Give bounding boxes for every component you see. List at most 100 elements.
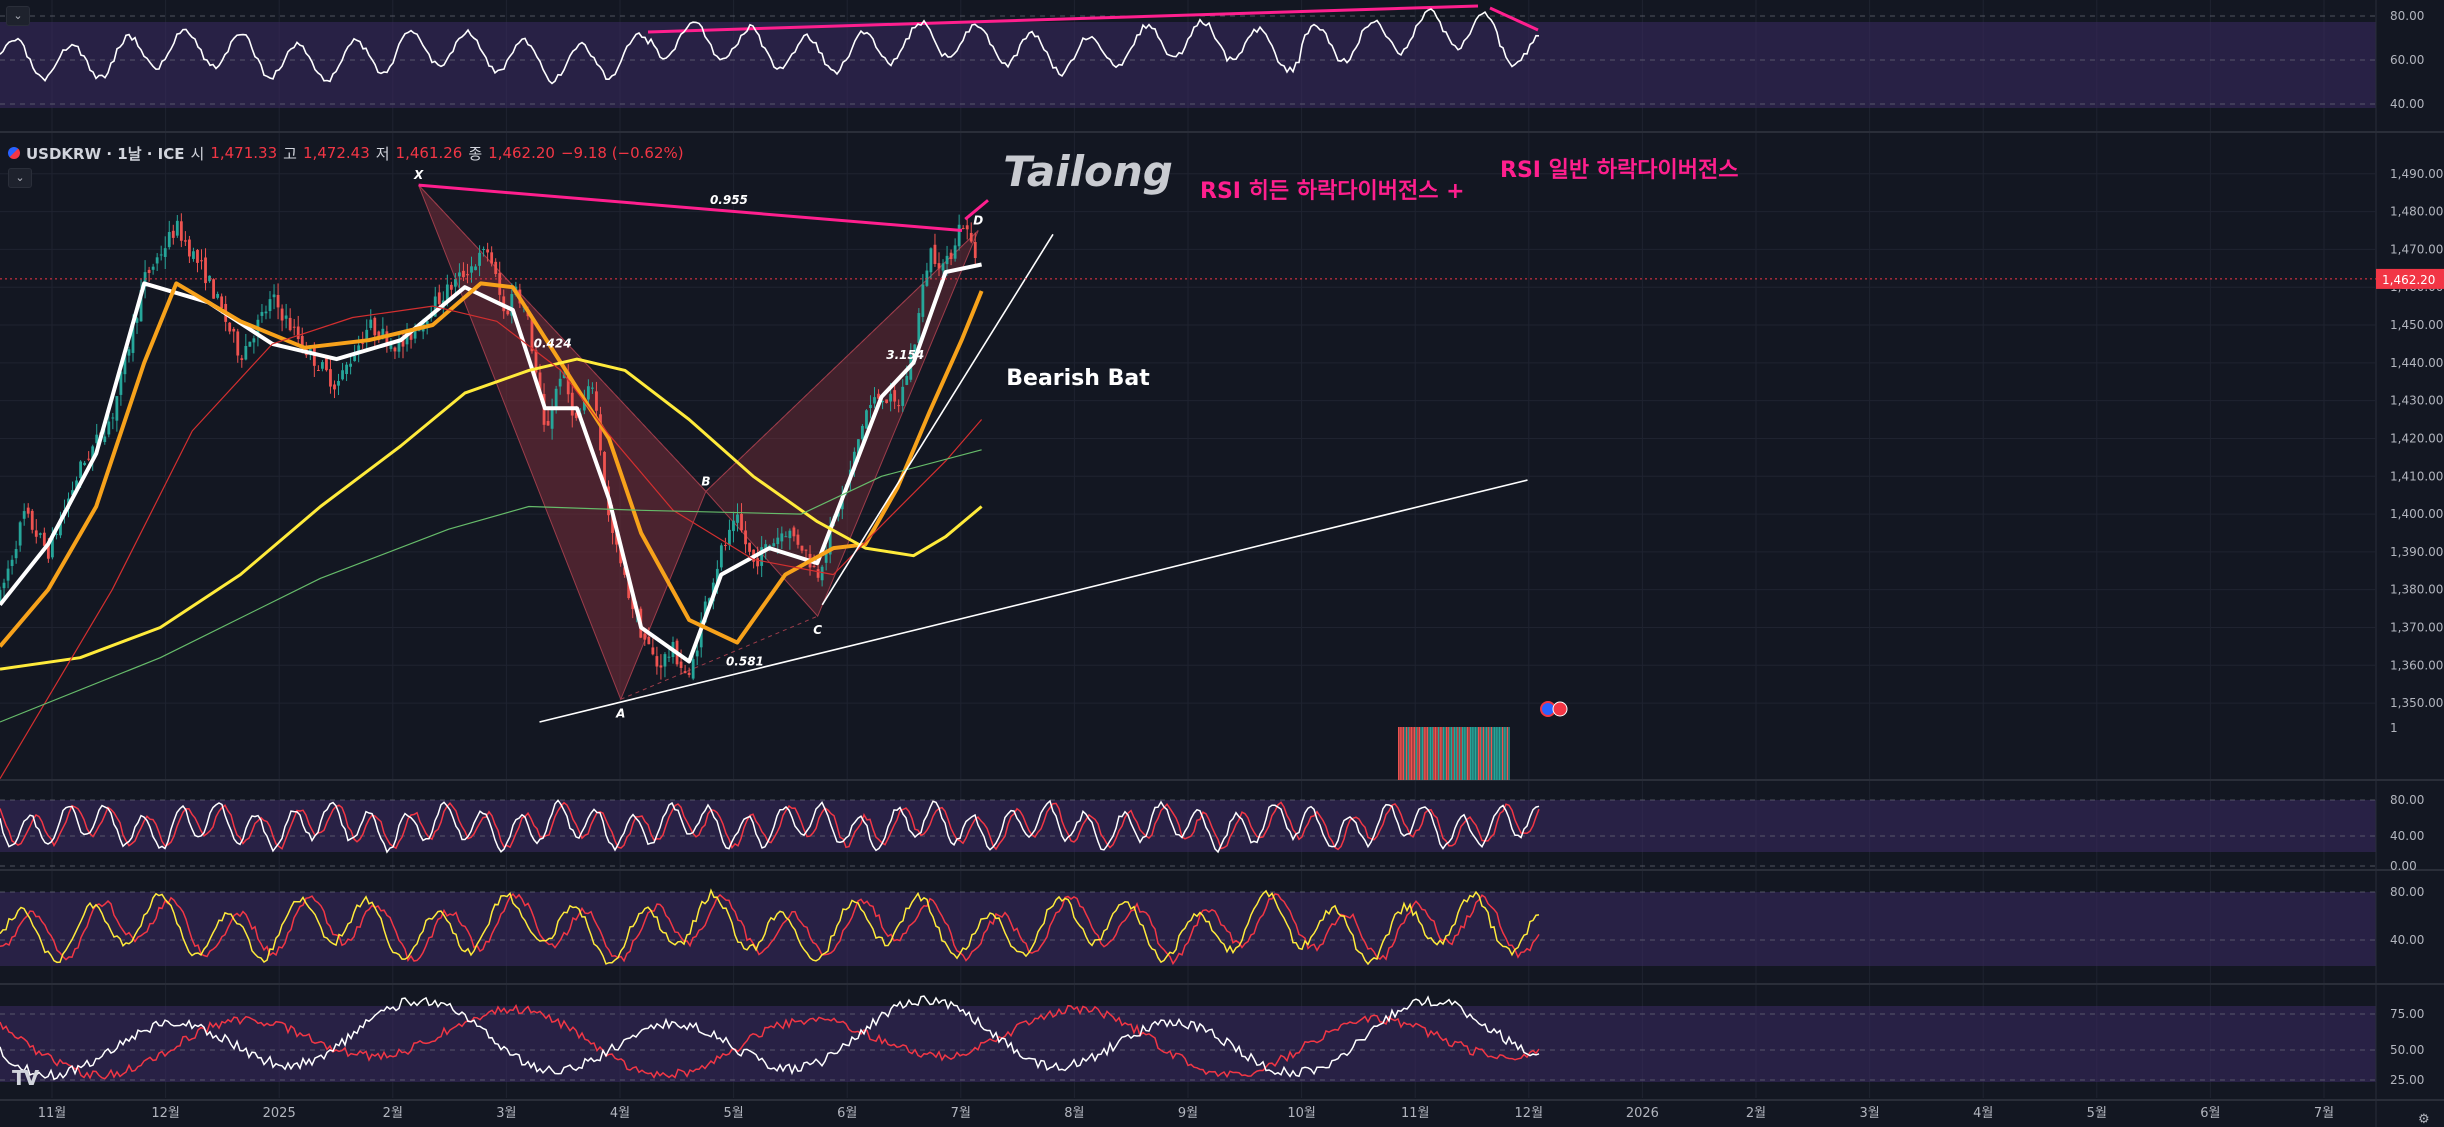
volume-bar [1495,727,1497,780]
hidden-divergence-label: RSI 히든 하락다이버전스 + [1200,179,1465,204]
candle-body [792,527,796,537]
stoch-k-line [0,799,1540,854]
candle-body [804,549,808,551]
candle-body [208,275,211,282]
candle-body [163,248,167,257]
x-tick-label: 4월 [1973,1106,1993,1121]
candle-body [582,401,586,411]
volume-bar [1452,727,1454,780]
volume-bar [1494,727,1496,780]
x-tick-label: 4월 [610,1106,630,1121]
high-value: 1,472.43 [302,144,370,162]
candle-body [937,263,941,269]
volume-bar [1446,727,1448,780]
volume-bar [1428,727,1430,780]
candle-body [216,293,220,298]
trend-line [539,479,1528,723]
pattern-ratio-label: 0.424 [534,337,572,351]
y-tick-label: 80.00 [2390,9,2424,23]
candle-body [812,565,816,568]
candle-body [14,549,18,559]
y-tick-label: 1,410.00 [2390,469,2443,483]
volume-bar [1426,727,1429,780]
candle-body [703,601,707,623]
y-tick-label: 1,480.00 [2390,205,2443,219]
y-tick-label: 40.00 [2390,933,2424,947]
volume-bar [1500,727,1502,780]
candle-body [409,329,413,340]
candle-body [462,270,465,278]
symbol-name[interactable]: USDKRW · 1날 · ICE [26,144,185,163]
volume-bar [1490,727,1493,780]
candle-body [30,510,34,530]
pattern-diagonal [620,615,818,700]
candle-body [131,322,135,353]
volume-bar [1492,727,1494,780]
volume-bar [1466,727,1469,780]
y-tick-label: 40.00 [2390,97,2424,111]
volume-bar [1449,727,1451,780]
collapse-legend-button[interactable]: ⌄ [8,168,32,188]
candle-body [945,255,949,265]
candle-body [59,519,62,536]
candle-body [534,350,538,373]
volume-bar [1434,727,1437,780]
y-tick-label: 80.00 [2390,793,2424,807]
candle-body [252,338,256,343]
volume-bar [1404,727,1406,780]
moving-average-line [0,305,983,780]
y-tick-label: 60.00 [2390,53,2424,67]
candle-body [550,409,554,429]
candle-body [744,530,747,545]
volume-bar [1401,727,1403,780]
gear-icon[interactable]: ⚙ [2418,1112,2430,1127]
candle-body [321,362,324,369]
volume-bar [1450,727,1453,780]
volume-bar [1425,727,1427,780]
candle-body [135,318,139,323]
osc-signal-line [0,1004,1540,1080]
candle-body [901,386,905,406]
candle-body [667,656,671,658]
candle-body [401,339,405,347]
candle-body [425,320,429,325]
candle-body [349,363,353,367]
volume-bar [1442,727,1445,780]
y-tick-label: 1,400.00 [2390,507,2443,521]
candle-body [272,294,276,298]
pattern-point-label: D [973,214,983,228]
x-tick-label: 10월 [1287,1106,1316,1121]
volume-bar [1420,727,1422,780]
volume-bar [1430,727,1432,780]
y-tick-label: 1,470.00 [2390,242,2443,256]
candle-body [244,345,248,360]
pattern-point-label: A [615,706,625,720]
collapse-top-panel-button[interactable]: ⌄ [6,6,30,26]
x-tick-label: 8월 [1064,1106,1084,1121]
us-flag-icon[interactable] [1552,701,1568,717]
y-tick-label: 40.00 [2390,829,2424,843]
candle-body [212,279,215,299]
candle-body [506,310,510,315]
x-tick-label: 3월 [1859,1106,1879,1121]
candle-body [151,266,155,270]
volume-bar [1438,727,1440,780]
candle-body [780,533,784,542]
moving-average-line [0,449,982,723]
candle-body [925,270,929,286]
candle-body [619,545,623,564]
volume-bar [1460,727,1462,780]
candle-body [192,251,195,259]
candle-body [71,490,74,495]
volume-bar [1441,727,1443,780]
candle-body [175,220,179,236]
candle-body [949,252,953,260]
candle-body [453,279,457,287]
candle-body [353,355,357,362]
candle-body [474,266,477,271]
candle-body [885,399,888,404]
candle-body [280,308,284,321]
y-tick-label: 1,390.00 [2390,545,2443,559]
volume-bar [1402,727,1405,780]
